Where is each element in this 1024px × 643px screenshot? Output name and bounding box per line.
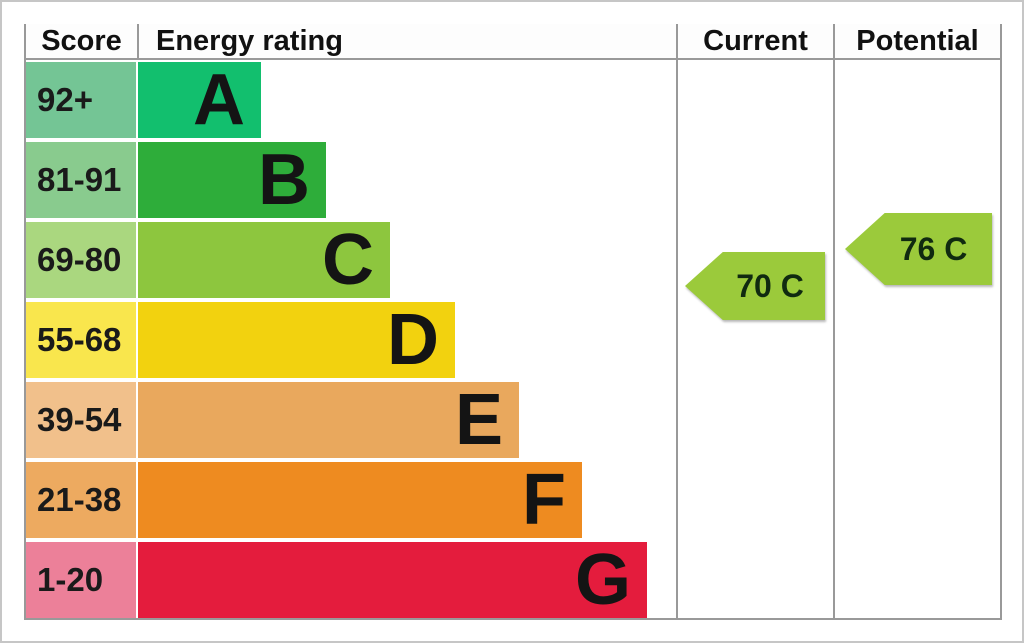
current-arrow-shape: 70 C	[685, 252, 825, 320]
table-bottom-border	[24, 618, 1002, 620]
band-bar-c: C	[138, 222, 390, 298]
band-bar-d: D	[138, 302, 455, 378]
score-range-f: 21-38	[26, 462, 136, 538]
header-potential: Potential	[835, 24, 1000, 58]
band-bar-f: F	[138, 462, 582, 538]
header-bottom-border	[24, 58, 1002, 60]
score-range-e: 39-54	[26, 382, 136, 458]
potential-rating-label: 76 C	[899, 230, 968, 267]
current-rating-label: 70 C	[736, 267, 804, 304]
band-letter-e: E	[454, 380, 503, 460]
band-letter-b: B	[258, 140, 310, 220]
band-bar-e: E	[138, 382, 519, 458]
band-bar-b: B	[138, 142, 326, 218]
band-letter-c: C	[322, 220, 374, 300]
potential-column-divider	[833, 24, 835, 620]
score-range-d: 55-68	[26, 302, 136, 378]
table-right-border	[1000, 24, 1002, 620]
header-score: Score	[26, 24, 137, 58]
band-letter-g: G	[574, 540, 631, 620]
band-letter-f: F	[522, 460, 566, 540]
band-bar-a: A	[138, 62, 261, 138]
score-range-b: 81-91	[26, 142, 136, 218]
score-range-g: 1-20	[26, 542, 136, 618]
header-energy-rating: Energy rating	[139, 24, 676, 58]
score-column-divider	[137, 24, 139, 60]
header-current: Current	[678, 24, 833, 58]
table-left-border	[24, 24, 26, 620]
score-range-c: 69-80	[26, 222, 136, 298]
current-column-divider	[676, 24, 678, 620]
band-letter-a: A	[193, 60, 245, 140]
band-bar-g: G	[138, 542, 647, 618]
potential-rating-arrow: 76 C	[845, 213, 992, 285]
band-letter-d: D	[387, 300, 439, 380]
score-range-a: 92+	[26, 62, 136, 138]
potential-arrow-shape: 76 C	[845, 213, 992, 285]
current-rating-arrow: 70 C	[685, 252, 825, 320]
